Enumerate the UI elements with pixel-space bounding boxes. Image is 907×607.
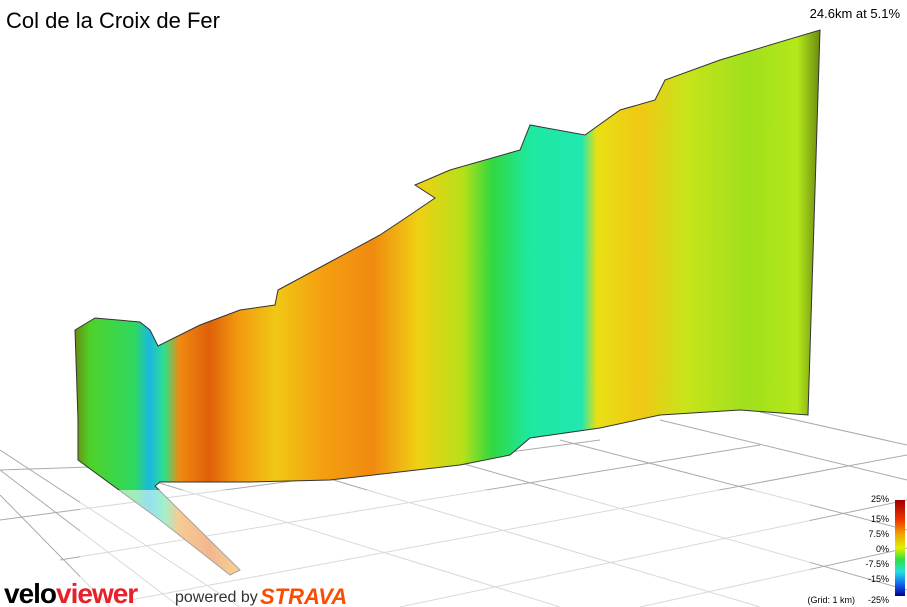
scale-label: -7.5% bbox=[865, 559, 889, 569]
powered-by: powered by bbox=[175, 589, 258, 606]
scale-label: 7.5% bbox=[868, 529, 889, 539]
scale-label: -25% bbox=[868, 595, 889, 605]
route-title: Col de la Croix de Fer bbox=[6, 8, 220, 33]
grid-note: (Grid: 1 km) bbox=[807, 595, 855, 605]
scale-labels: 25% 15% 7.5% 0% -7.5% -15% bbox=[865, 494, 889, 584]
elevation-wall bbox=[74, 29, 821, 576]
gradient-scale bbox=[895, 500, 905, 596]
ground-reflection bbox=[80, 490, 810, 607]
strava-logo: STRAVA bbox=[260, 584, 347, 607]
scale-label: 15% bbox=[871, 514, 889, 524]
brand-second: viewer bbox=[56, 578, 138, 607]
brand-logo: veloviewer bbox=[4, 578, 138, 607]
scale-label: 25% bbox=[871, 494, 889, 504]
scale-label: -15% bbox=[868, 574, 889, 584]
scale-label: 0% bbox=[876, 544, 889, 554]
brand-first: velo bbox=[4, 578, 57, 607]
route-summary: 24.6km at 5.1% bbox=[810, 6, 901, 21]
